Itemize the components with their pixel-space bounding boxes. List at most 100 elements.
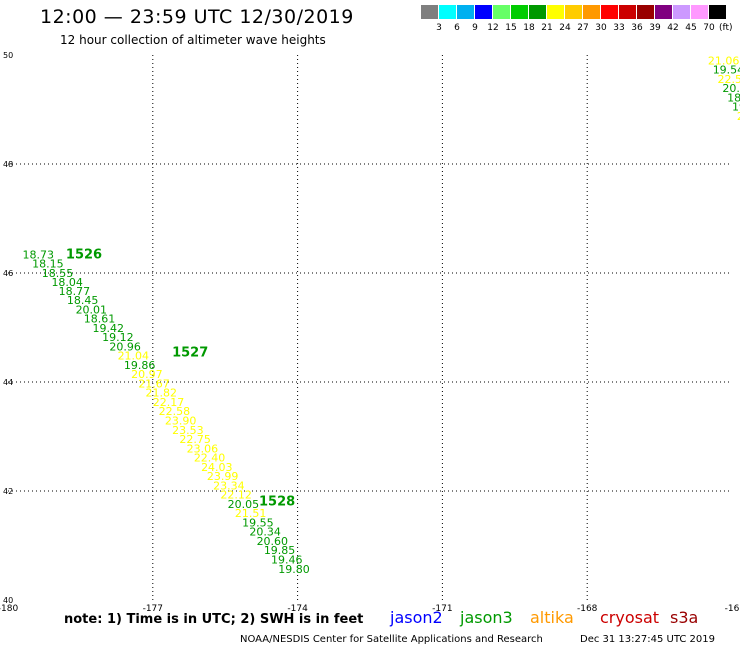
wave-height-value: 20.39: [722, 82, 740, 95]
scale-swatch: [547, 5, 564, 19]
wave-height-value: 22.75: [179, 433, 211, 446]
scale-swatch: [583, 5, 600, 19]
wave-height-value: 20.05: [228, 498, 260, 511]
wave-height-value: 21.67: [138, 377, 170, 390]
scale-label: 12: [487, 23, 499, 33]
scale-label: 9: [472, 23, 478, 33]
scale-swatch: [475, 5, 492, 19]
x-tick-label: -174: [287, 604, 308, 614]
wave-height-value: 20.01: [76, 303, 108, 316]
credit-line: NOAA/NESDIS Center for Satellite Applica…: [240, 634, 543, 645]
satellite-label: jason3: [460, 608, 513, 627]
wave-height-value: 18.77: [59, 285, 91, 298]
satellite-label: cryosat: [600, 608, 660, 627]
x-tick-label: -16: [725, 604, 740, 614]
x-tick-label: -177: [143, 604, 163, 614]
scale-label: 24: [559, 23, 571, 33]
scale-swatch: [691, 5, 708, 19]
y-tick-label: 48: [3, 160, 13, 169]
wave-height-value: 23.06: [187, 442, 219, 455]
wave-height-value: 19.: [732, 101, 740, 114]
scale-swatch: [655, 5, 672, 19]
pass-number: 1526: [66, 247, 102, 262]
wave-height-value: 20.96: [109, 340, 141, 353]
scale-swatch: [439, 5, 456, 19]
pass-number: 1528: [259, 495, 295, 510]
wave-height-value: 22.40: [194, 452, 226, 465]
wave-height-value: 23.34: [213, 479, 245, 492]
wave-height-value: 19.86: [124, 359, 156, 372]
wave-height-value: 23.53: [172, 424, 204, 437]
scale-swatch: [619, 5, 636, 19]
scale-unit: (ft): [719, 23, 733, 33]
satellite-label: jason2: [390, 608, 443, 627]
satellite-label: s3a: [670, 608, 699, 627]
scale-swatch: [457, 5, 474, 19]
scale-label: 3: [436, 23, 442, 33]
wave-height-value: 20.97: [131, 368, 163, 381]
map-title: 12:00 — 23:59 UTC 12/30/2019: [40, 6, 354, 28]
scale-label: 70: [703, 23, 715, 33]
wave-height-value: 19.55: [242, 516, 273, 529]
wave-height-value: 21.82: [146, 387, 178, 400]
scale-label: 33: [613, 23, 625, 33]
pass-number: 1527: [172, 345, 208, 360]
scale-swatch: [673, 5, 690, 19]
footer-note: note: 1) Time is in UTC; 2) SWH is in fe…: [64, 612, 364, 627]
satellite-label: altika: [530, 608, 574, 627]
scale-label: 36: [631, 23, 643, 33]
scale-label: 42: [667, 23, 679, 33]
scale-label: 6: [454, 23, 460, 33]
wave-height-value: 19.42: [92, 322, 124, 335]
wave-height-value: 18.04: [51, 276, 83, 289]
wave-height-value: 18.0: [727, 91, 740, 104]
y-tick-label: 42: [3, 487, 13, 496]
y-tick-label: 50: [3, 51, 13, 60]
scale-swatch: [529, 5, 546, 19]
wave-height-value: 24.03: [201, 461, 233, 474]
scale-label: 27: [577, 23, 589, 33]
x-tick-label: -168: [577, 604, 598, 614]
scale-label: 45: [685, 23, 697, 33]
wave-height-value: 18.61: [84, 313, 116, 326]
map-subtitle: 12 hour collection of altimeter wave hei…: [60, 33, 326, 47]
wave-height-value: 18.15: [32, 258, 64, 271]
scale-label: 21: [541, 23, 553, 33]
wave-height-value: 23.99: [207, 470, 239, 483]
wave-height-value: 19.12: [102, 331, 133, 344]
wave-height-value: 20.60: [257, 535, 289, 548]
scale-swatch: [601, 5, 618, 19]
scale-label: 18: [523, 23, 535, 33]
wave-height-value: 19.46: [271, 553, 303, 566]
scale-swatch: [565, 5, 582, 19]
wave-height-value: 20.34: [249, 526, 280, 539]
wave-height-value: 23.90: [165, 415, 197, 428]
generation-timestamp: Dec 31 13:27:45 UTC 2019: [580, 634, 715, 645]
wave-height-value: 18.73: [22, 248, 54, 261]
wave-height-value: 19.80: [278, 563, 310, 576]
wave-height-value: 21.51: [235, 507, 267, 520]
wave-height-value: 18.55: [42, 267, 74, 280]
x-tick-label: -171: [432, 604, 452, 614]
wave-height-value: 22.53: [718, 73, 740, 86]
wave-height-value: 22.12: [220, 489, 252, 502]
wave-height-value: 19.54: [713, 64, 740, 77]
scale-swatch: [493, 5, 510, 19]
wave-height-value: 22.58: [159, 405, 191, 418]
scale-label: 30: [595, 23, 607, 33]
wave-height-value: 18.45: [67, 294, 99, 307]
wave-height-value: 21.06: [708, 54, 740, 67]
scale-swatch: [637, 5, 654, 19]
scale-label: 15: [505, 23, 517, 33]
wave-height-value: 22.17: [153, 396, 185, 409]
y-tick-label: 40: [3, 596, 13, 605]
scale-swatch: [421, 5, 438, 19]
scale-swatch: [511, 5, 528, 19]
wave-height-value: 21.04: [118, 350, 150, 363]
scale-swatch: [709, 5, 726, 19]
wave-height-value: 22: [737, 110, 740, 123]
y-tick-label: 46: [3, 269, 13, 278]
scale-label: 39: [649, 23, 661, 33]
y-tick-label: 44: [3, 378, 13, 387]
